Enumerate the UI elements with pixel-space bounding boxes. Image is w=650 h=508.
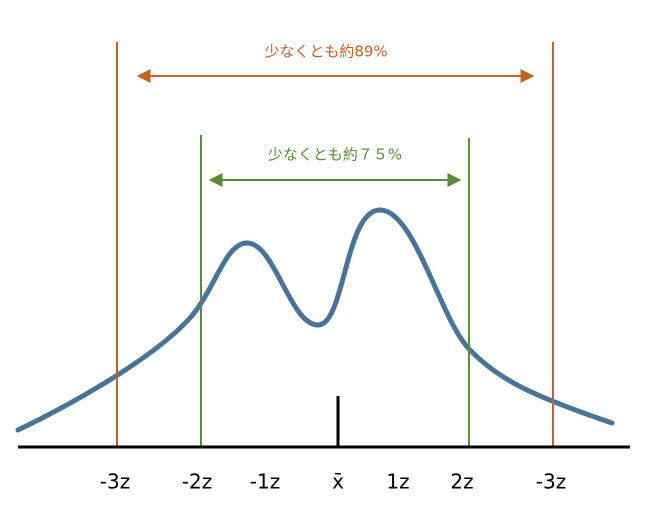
axis-label: -2z — [182, 470, 212, 494]
axis-label: 2z — [450, 470, 473, 494]
axis-label: 1z — [386, 470, 409, 494]
axis-label: -3z — [536, 470, 566, 494]
distribution-curve — [15, 207, 615, 433]
axis-label: -1z — [250, 470, 280, 494]
annotation: 少なくとも約89% — [264, 43, 387, 61]
axis-label: x̄ — [332, 470, 344, 494]
axis-label: -3z — [100, 470, 130, 494]
annotation: 少なくとも約７５% — [268, 146, 402, 164]
